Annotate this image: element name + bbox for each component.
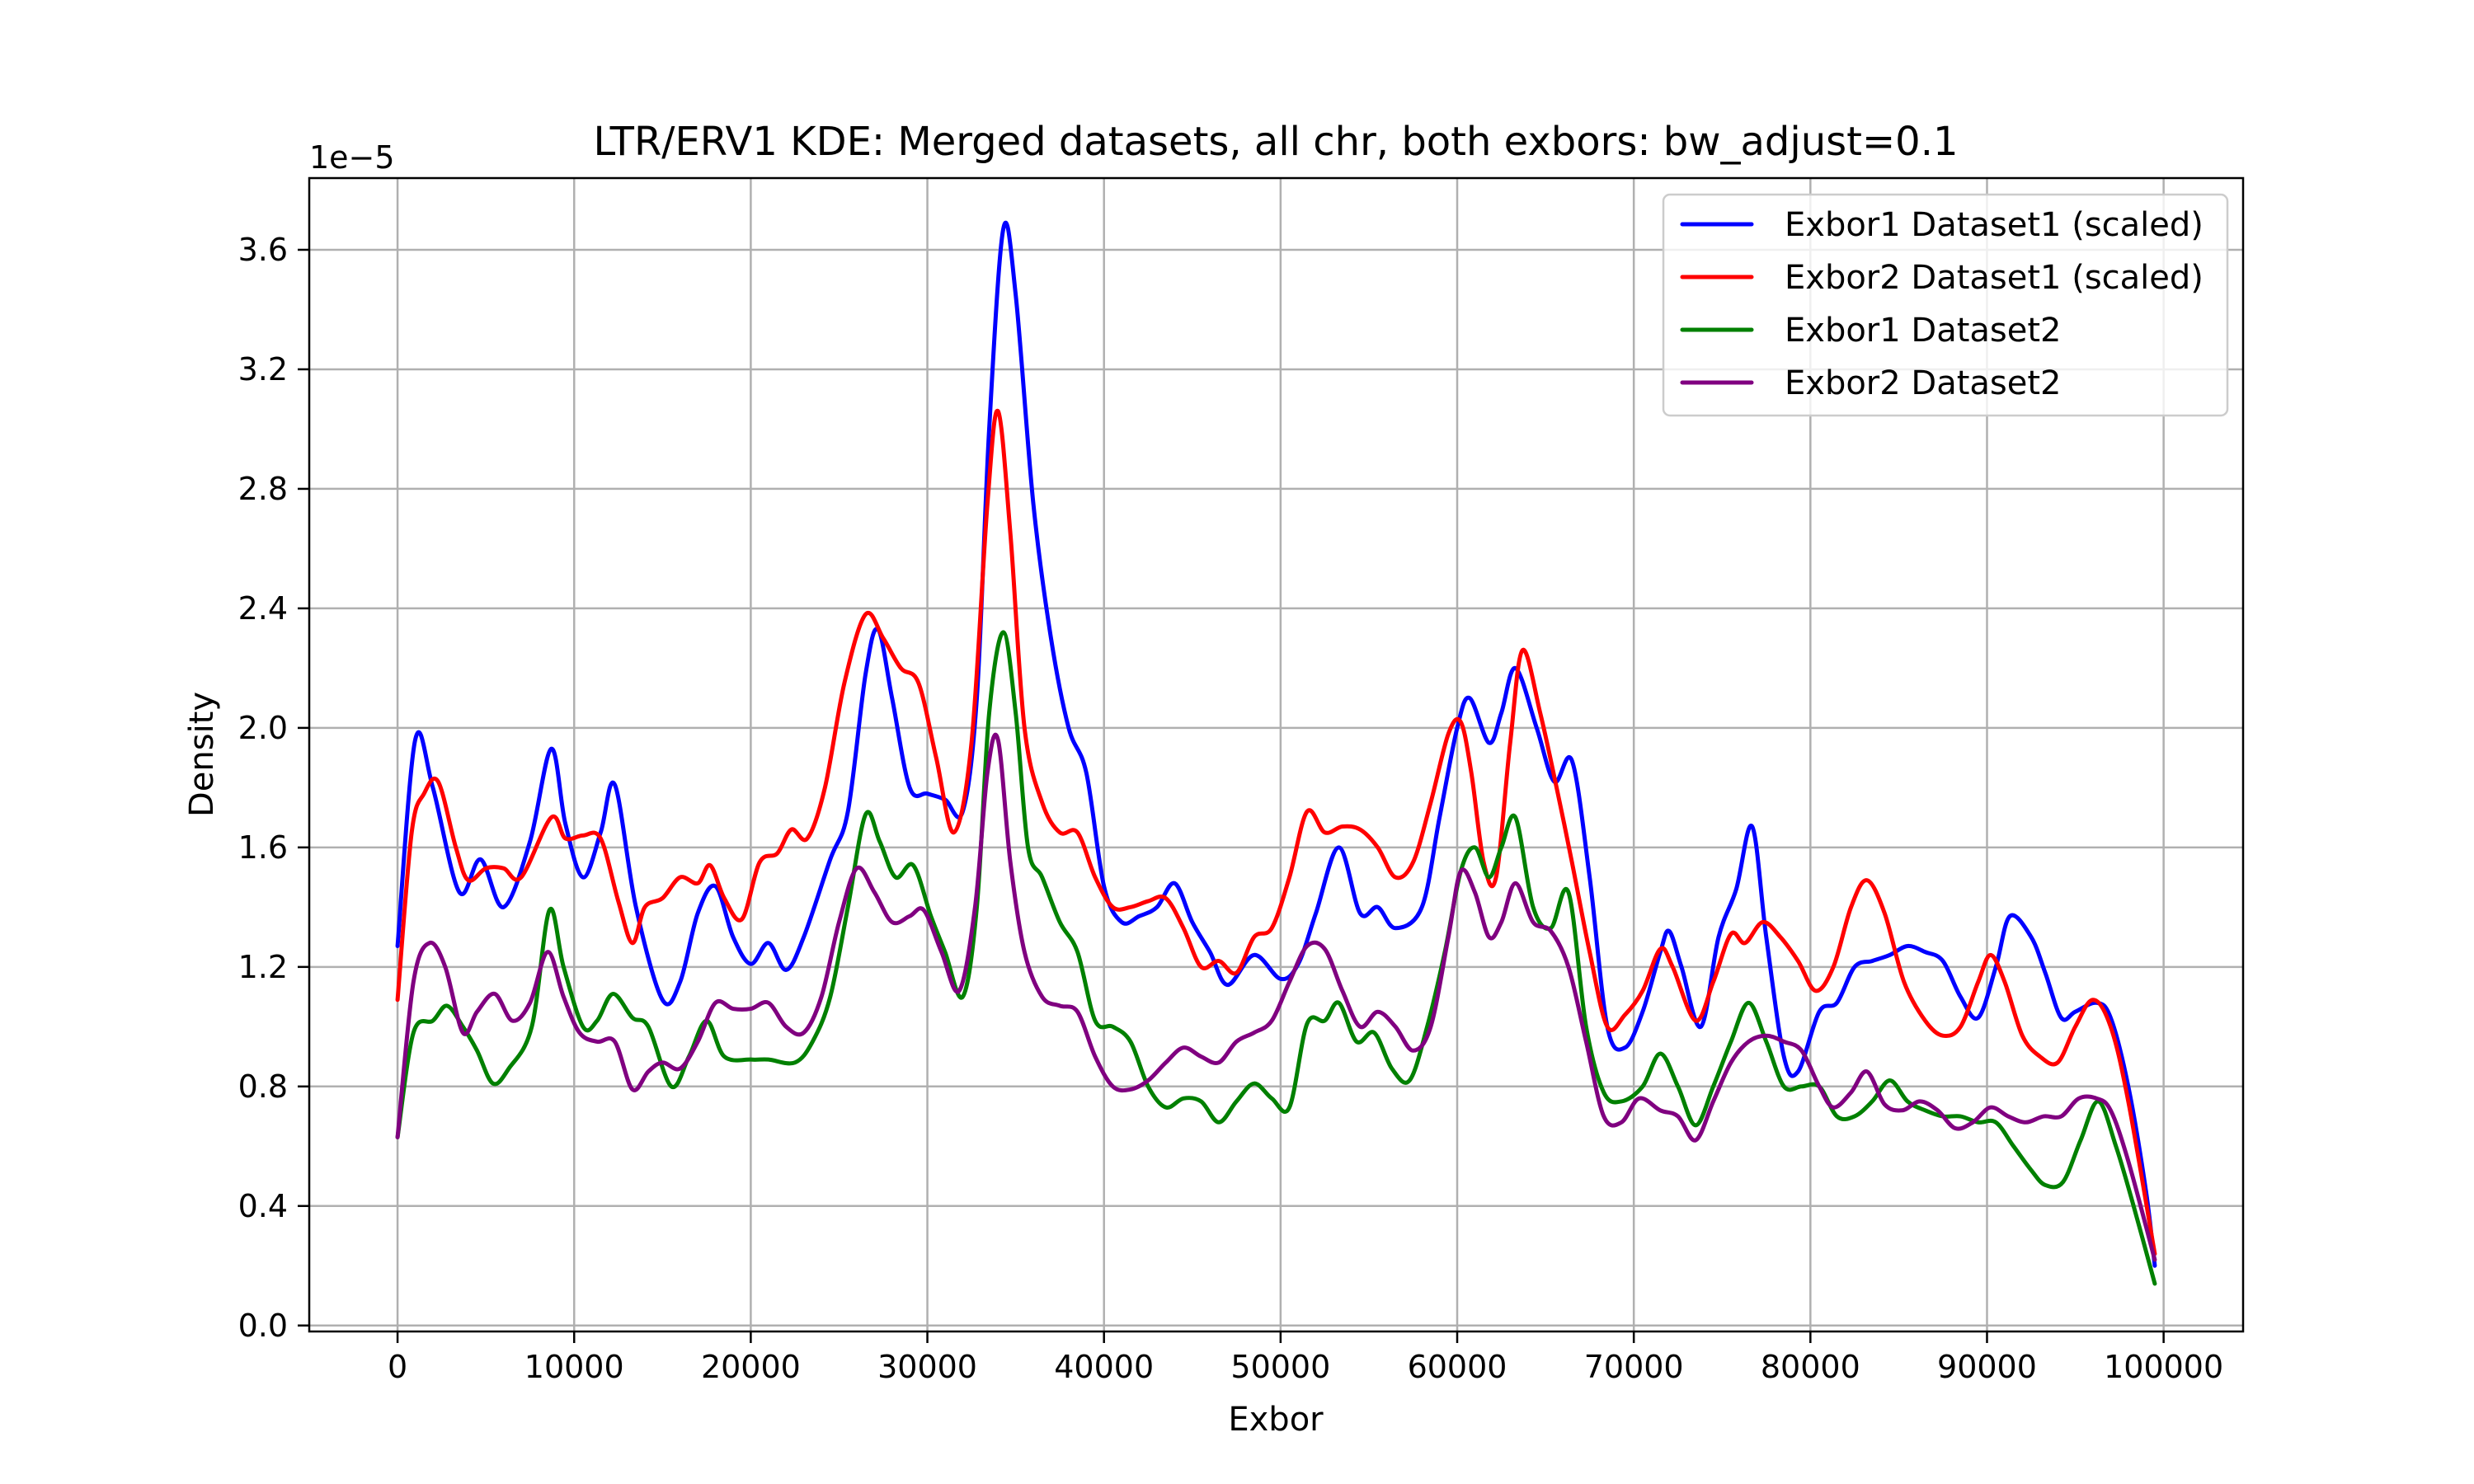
y-axis-offset-text: 1e−5 — [309, 139, 395, 176]
y-tick-label: 0.0 — [238, 1308, 288, 1344]
x-tick-label: 40000 — [1054, 1349, 1154, 1385]
x-axis-label: Exbor — [1228, 1401, 1324, 1439]
legend-box — [1662, 193, 2229, 417]
x-tick-label: 80000 — [1761, 1349, 1860, 1385]
ticks: 0 10000 20000 30000 40000 50000 60000 70000 8000… — [238, 232, 2224, 1385]
series-line-exbor1-dataset1-scaled — [395, 220, 2157, 1268]
y-tick-label: 3.2 — [238, 351, 288, 387]
x-tick-label: 100000 — [2104, 1349, 2223, 1385]
x-tick-label: 10000 — [524, 1349, 624, 1385]
axes-frame — [308, 176, 2245, 1333]
y-tick-label: 2.8 — [238, 471, 288, 507]
y-tick-label: 2.0 — [238, 710, 288, 746]
y-tick-label: 0.4 — [238, 1188, 288, 1224]
y-tick-label: 1.2 — [238, 949, 288, 985]
y-tick-label: 3.6 — [238, 232, 288, 268]
series-line-exbor2-dataset1-scaled — [395, 408, 2157, 1256]
y-tick-label: 2.4 — [238, 590, 288, 627]
series-line-exbor2-dataset2 — [395, 732, 2157, 1262]
x-tick-label: 0 — [388, 1349, 407, 1385]
y-tick-label: 1.6 — [238, 829, 288, 866]
legend-label: Exbor2 Dataset1 (scaled) — [1785, 259, 2204, 297]
x-tick-label: 50000 — [1230, 1349, 1330, 1385]
y-axis-label: Density — [183, 692, 221, 817]
plot-lines — [395, 220, 2157, 1286]
legend-label: Exbor2 Dataset2 — [1785, 364, 2062, 402]
x-tick-label: 30000 — [877, 1349, 977, 1385]
legend: Exbor1 Dataset1 (scaled) Exbor2 Dataset1 … — [1662, 193, 2229, 417]
legend-label: Exbor1 Dataset1 (scaled) — [1785, 206, 2204, 244]
chart-title: LTR/ERV1 KDE: Merged datasets, all chr, … — [593, 119, 1958, 165]
x-tick-label: 90000 — [1937, 1349, 2037, 1385]
y-tick-label: 0.8 — [238, 1068, 288, 1105]
x-tick-label: 70000 — [1584, 1349, 1684, 1385]
legend-label: Exbor1 Dataset2 — [1785, 312, 2062, 350]
x-tick-label: 20000 — [701, 1349, 801, 1385]
x-tick-label: 60000 — [1408, 1349, 1507, 1385]
